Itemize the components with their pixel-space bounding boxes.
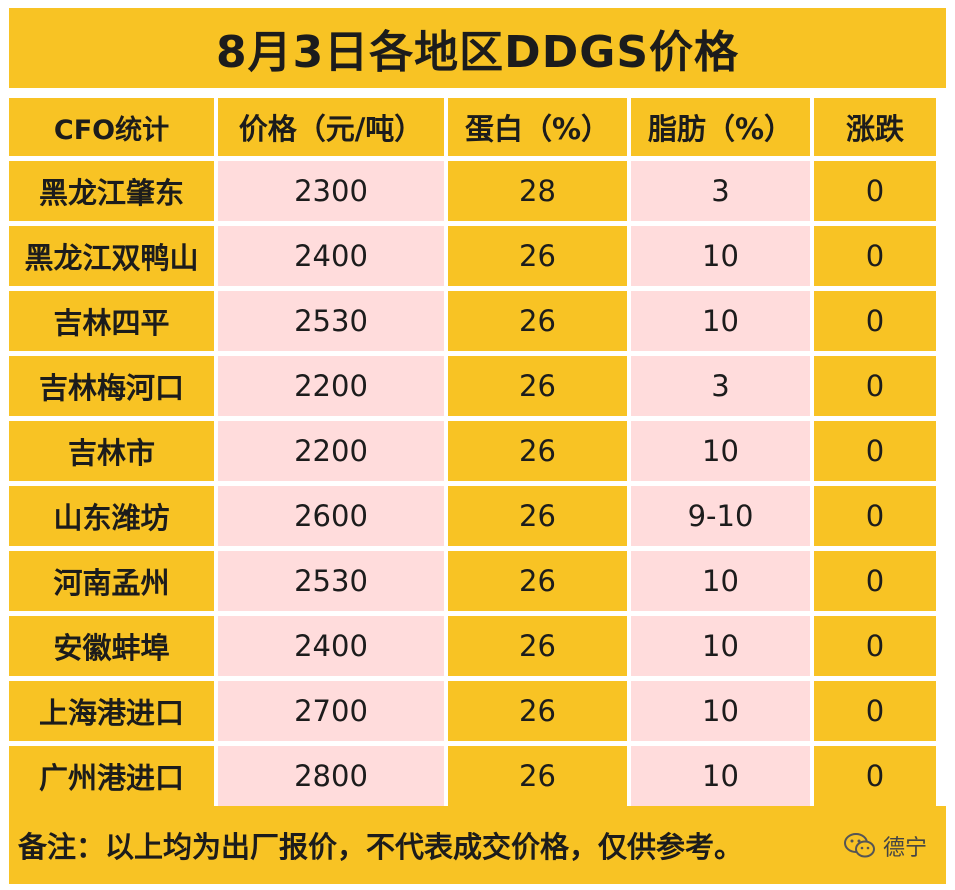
- fat-cell: 10: [631, 681, 810, 741]
- price-cell: 2400: [218, 226, 444, 286]
- fat-cell: 9-10: [631, 486, 810, 546]
- protein-cell: 26: [448, 356, 627, 416]
- table-row: 山东潍坊 2600 26 9-10 0: [9, 486, 936, 546]
- fat-cell: 10: [631, 616, 810, 676]
- column-header-source: CFO统计: [9, 98, 214, 156]
- change-cell: 0: [814, 226, 936, 286]
- footnote: 备注：以上均为出厂报价，不代表成交价格，仅供参考。: [9, 806, 946, 884]
- column-header-change: 涨跌: [814, 98, 936, 156]
- region-cell: 安徽蚌埠: [9, 616, 214, 676]
- price-cell: 2600: [218, 486, 444, 546]
- table-row: 上海港进口 2700 26 10 0: [9, 681, 936, 741]
- fat-cell: 10: [631, 421, 810, 481]
- price-cell: 2200: [218, 421, 444, 481]
- table-row: 吉林市 2200 26 10 0: [9, 421, 936, 481]
- price-cell: 2800: [218, 746, 444, 806]
- price-cell: 2400: [218, 616, 444, 676]
- watermark-text: 德宁: [882, 836, 927, 861]
- change-cell: 0: [814, 291, 936, 351]
- fat-cell: 3: [631, 356, 810, 416]
- table-row: 安徽蚌埠 2400 26 10 0: [9, 616, 936, 676]
- protein-cell: 26: [448, 486, 627, 546]
- column-header-price: 价格（元/吨）: [218, 98, 444, 156]
- fat-cell: 10: [631, 291, 810, 351]
- region-cell: 山东潍坊: [9, 486, 214, 546]
- change-cell: 0: [814, 551, 936, 611]
- protein-cell: 26: [448, 746, 627, 806]
- fat-cell: 3: [631, 161, 810, 221]
- price-cell: 2530: [218, 551, 444, 611]
- region-cell: 吉林梅河口: [9, 356, 214, 416]
- price-cell: 2200: [218, 356, 444, 416]
- price-cell: 2530: [218, 291, 444, 351]
- price-cell: 2300: [218, 161, 444, 221]
- ddgs-price-table: CFO统计 价格（元/吨） 蛋白（%） 脂肪（%） 涨跌 黑龙江肇东 2300 28…: [5, 93, 940, 811]
- region-cell: 吉林四平: [9, 291, 214, 351]
- footnote-text: 备注：以上均为出厂报价，不代表成交价格，仅供参考。: [18, 830, 744, 864]
- protein-cell: 26: [448, 616, 627, 676]
- region-cell: 河南孟州: [9, 551, 214, 611]
- region-cell: 吉林市: [9, 421, 214, 481]
- protein-cell: 28: [448, 161, 627, 221]
- fat-cell: 10: [631, 226, 810, 286]
- column-header-fat: 脂肪（%）: [631, 98, 810, 156]
- table-row: 广州港进口 2800 26 10 0: [9, 746, 936, 806]
- table-title: 8月3日各地区DDGS价格: [9, 8, 946, 88]
- change-cell: 0: [814, 161, 936, 221]
- table-row: 黑龙江双鸭山 2400 26 10 0: [9, 226, 936, 286]
- region-cell: 上海港进口: [9, 681, 214, 741]
- protein-cell: 26: [448, 226, 627, 286]
- change-cell: 0: [814, 356, 936, 416]
- wechat-icon: [843, 833, 875, 858]
- watermark: 德宁: [843, 830, 927, 862]
- protein-cell: 26: [448, 681, 627, 741]
- table-row: 吉林四平 2530 26 10 0: [9, 291, 936, 351]
- price-cell: 2700: [218, 681, 444, 741]
- change-cell: 0: [814, 681, 936, 741]
- change-cell: 0: [814, 421, 936, 481]
- region-cell: 黑龙江双鸭山: [9, 226, 214, 286]
- region-cell: 黑龙江肇东: [9, 161, 214, 221]
- fat-cell: 10: [631, 551, 810, 611]
- region-cell: 广州港进口: [9, 746, 214, 806]
- table-row: 吉林梅河口 2200 26 3 0: [9, 356, 936, 416]
- header-row: CFO统计 价格（元/吨） 蛋白（%） 脂肪（%） 涨跌: [9, 98, 936, 156]
- protein-cell: 26: [448, 421, 627, 481]
- change-cell: 0: [814, 746, 936, 806]
- table-row: 河南孟州 2530 26 10 0: [9, 551, 936, 611]
- table-row: 黑龙江肇东 2300 28 3 0: [9, 161, 936, 221]
- fat-cell: 10: [631, 746, 810, 806]
- protein-cell: 26: [448, 291, 627, 351]
- column-header-protein: 蛋白（%）: [448, 98, 627, 156]
- change-cell: 0: [814, 616, 936, 676]
- protein-cell: 26: [448, 551, 627, 611]
- change-cell: 0: [814, 486, 936, 546]
